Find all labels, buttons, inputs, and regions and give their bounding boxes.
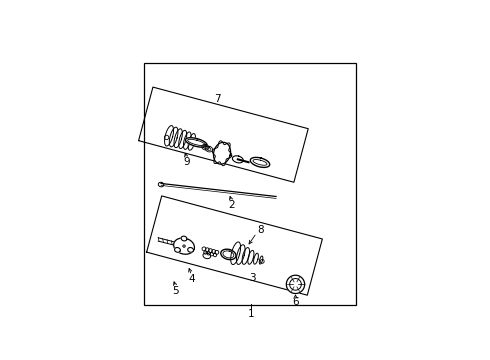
Polygon shape: [181, 236, 187, 241]
Text: 3: 3: [249, 273, 256, 283]
Bar: [145, 63, 356, 305]
Text: 2: 2: [228, 201, 235, 210]
Polygon shape: [236, 245, 245, 265]
Polygon shape: [202, 144, 209, 150]
Polygon shape: [179, 130, 187, 149]
Polygon shape: [183, 132, 191, 149]
Text: 5: 5: [172, 286, 179, 296]
Polygon shape: [169, 127, 178, 147]
Polygon shape: [188, 134, 196, 150]
Polygon shape: [232, 156, 243, 163]
Polygon shape: [165, 126, 173, 146]
Polygon shape: [231, 242, 241, 265]
Polygon shape: [286, 275, 305, 293]
Polygon shape: [242, 248, 249, 264]
Polygon shape: [248, 251, 254, 264]
Text: 8: 8: [258, 225, 264, 235]
Polygon shape: [174, 248, 180, 252]
Polygon shape: [173, 238, 195, 254]
Circle shape: [183, 245, 185, 247]
Polygon shape: [250, 157, 270, 167]
Text: 7: 7: [215, 94, 221, 104]
Polygon shape: [174, 129, 182, 148]
Polygon shape: [254, 253, 258, 264]
Polygon shape: [186, 138, 207, 147]
Text: 4: 4: [188, 274, 195, 284]
Polygon shape: [188, 248, 194, 252]
Polygon shape: [205, 146, 213, 152]
Polygon shape: [259, 256, 263, 264]
Text: 1: 1: [248, 309, 254, 319]
Polygon shape: [214, 142, 231, 164]
Text: 9: 9: [183, 157, 190, 167]
Text: 6: 6: [292, 297, 299, 307]
